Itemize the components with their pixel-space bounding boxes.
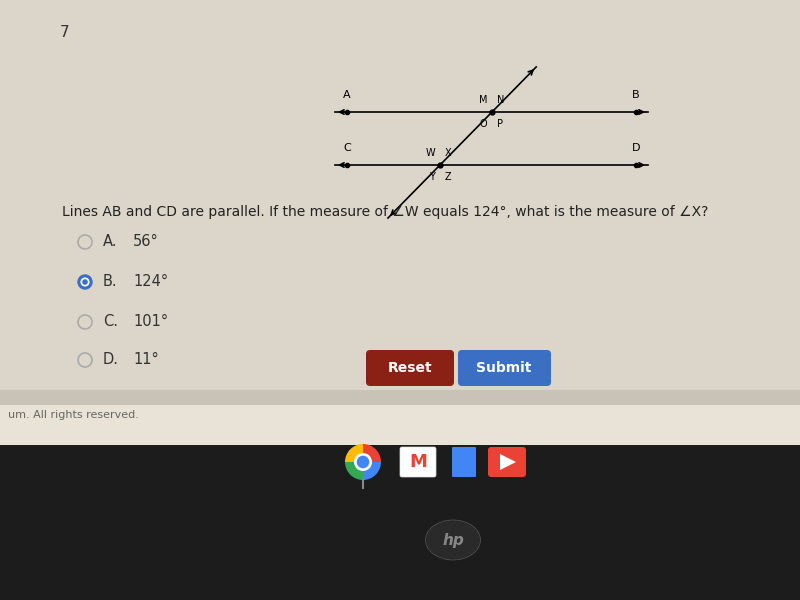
Text: Y: Y xyxy=(429,172,435,182)
FancyBboxPatch shape xyxy=(400,447,436,477)
Text: X: X xyxy=(445,148,452,158)
Text: hp: hp xyxy=(442,533,464,547)
Text: Submit: Submit xyxy=(476,361,532,375)
FancyBboxPatch shape xyxy=(488,447,526,477)
Text: 56°: 56° xyxy=(133,235,158,250)
Circle shape xyxy=(354,453,372,471)
Bar xyxy=(0,390,800,405)
Text: M: M xyxy=(409,453,427,471)
Circle shape xyxy=(357,456,370,468)
FancyBboxPatch shape xyxy=(366,350,454,386)
Circle shape xyxy=(83,280,87,284)
FancyBboxPatch shape xyxy=(458,350,551,386)
Text: W: W xyxy=(426,148,435,158)
Text: C: C xyxy=(343,143,351,153)
Text: Reset: Reset xyxy=(388,361,432,375)
Wedge shape xyxy=(345,462,363,480)
Ellipse shape xyxy=(426,520,481,560)
Text: 11°: 11° xyxy=(133,352,158,367)
Text: A: A xyxy=(343,90,351,100)
Text: B: B xyxy=(632,90,640,100)
Text: 101°: 101° xyxy=(133,314,168,329)
Text: O: O xyxy=(479,119,487,129)
Polygon shape xyxy=(500,454,516,470)
FancyBboxPatch shape xyxy=(452,447,476,477)
Text: C.: C. xyxy=(103,314,118,329)
Text: 7: 7 xyxy=(60,25,70,40)
Text: Z: Z xyxy=(445,172,452,182)
Wedge shape xyxy=(363,444,381,462)
Circle shape xyxy=(78,275,92,289)
Wedge shape xyxy=(363,462,381,480)
Text: D: D xyxy=(632,143,640,153)
Text: A.: A. xyxy=(103,235,118,250)
Bar xyxy=(0,445,800,600)
Bar xyxy=(0,405,800,445)
Text: B.: B. xyxy=(103,275,118,289)
Text: D.: D. xyxy=(103,352,119,367)
Text: 124°: 124° xyxy=(133,275,168,289)
Circle shape xyxy=(81,278,89,286)
Wedge shape xyxy=(345,444,363,462)
Bar xyxy=(0,0,800,390)
Text: M: M xyxy=(478,95,487,105)
Text: Lines AB and CD are parallel. If the measure of ∠W equals 124°, what is the meas: Lines AB and CD are parallel. If the mea… xyxy=(62,205,708,219)
Text: N: N xyxy=(497,95,504,105)
Text: um. All rights reserved.: um. All rights reserved. xyxy=(8,410,139,420)
Text: P: P xyxy=(497,119,503,129)
